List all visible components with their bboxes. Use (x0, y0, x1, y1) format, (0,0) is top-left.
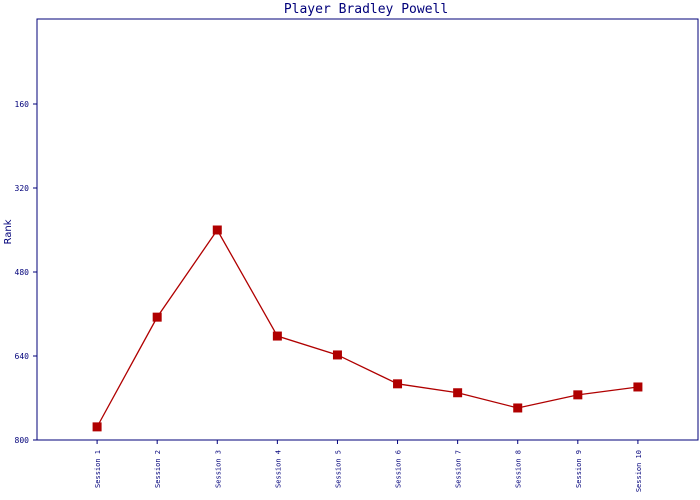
chart-title: Player Bradley Powell (284, 2, 448, 17)
x-tick-label: Session 6 (395, 450, 403, 488)
point (633, 382, 643, 392)
line (96, 228, 638, 428)
y-tick-label: 320 (15, 184, 30, 193)
x-tick-label: Session 8 (515, 450, 523, 488)
y-tick-label: 160 (15, 100, 30, 109)
y-tick-label: 800 (15, 436, 30, 445)
point (393, 379, 403, 389)
point (573, 390, 583, 400)
point (332, 350, 342, 360)
x-tick-label: Session 3 (214, 450, 222, 488)
x-tick-label: Session 10 (635, 450, 643, 492)
y-tick-label: 640 (15, 352, 30, 361)
point (92, 422, 102, 432)
point (513, 403, 523, 413)
x-tick-label: Session 9 (575, 450, 583, 488)
y-axis-label: Rank (3, 219, 14, 244)
point (453, 388, 463, 398)
point (272, 331, 282, 341)
y-tick-label: 480 (15, 268, 30, 277)
x-tick-label: Session 5 (334, 450, 342, 488)
point (212, 225, 222, 235)
plot-frame (36, 18, 699, 441)
x-tick-label: Session 7 (455, 450, 463, 488)
x-tick-label: Session 2 (154, 450, 162, 488)
x-tick-label: Session 1 (94, 450, 102, 488)
point (152, 312, 162, 322)
x-tick-label: Session 4 (274, 450, 282, 488)
